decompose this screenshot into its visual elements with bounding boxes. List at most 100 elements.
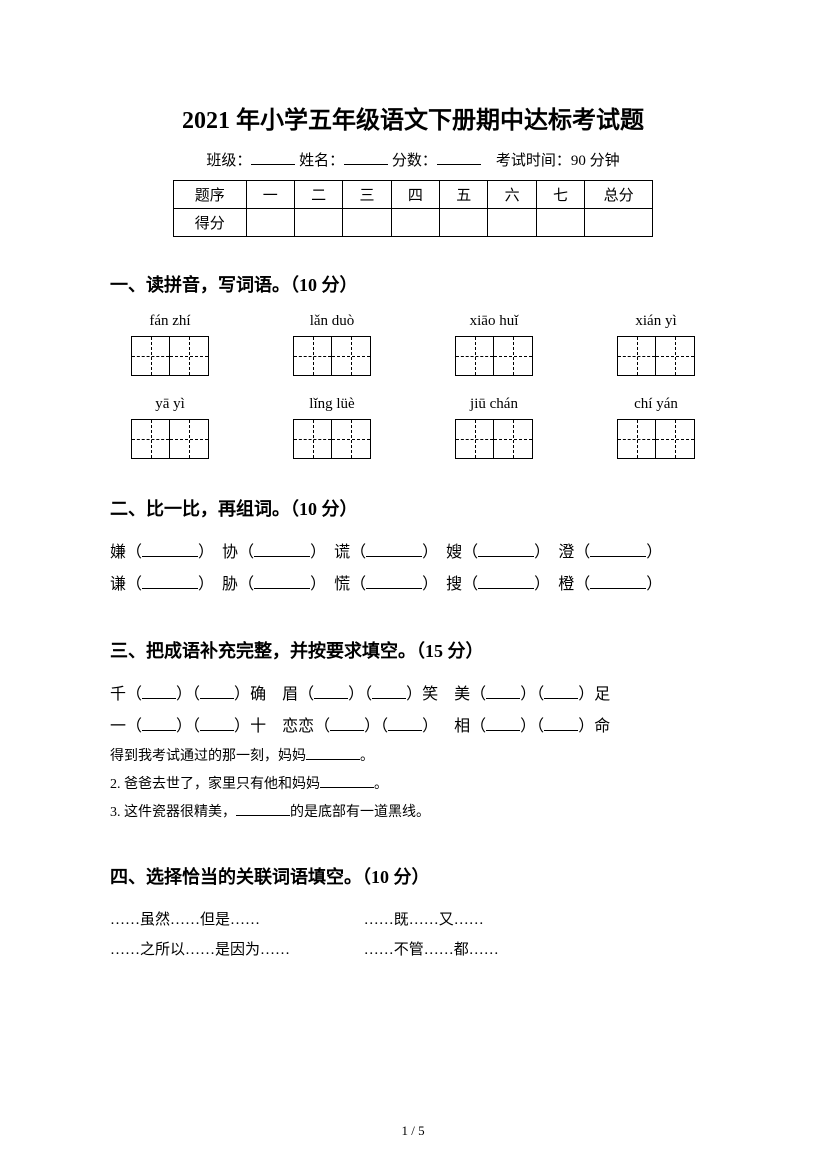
pinyin-item: jiū chán (434, 396, 554, 459)
pinyin-item: xián yì (596, 313, 716, 376)
section-4: 四、选择恰当的关联词语填空。（10 分） ……虽然……但是…… ……既……又……… (110, 863, 716, 965)
word-line-2: 谦（） 胁（） 慌（） 搜（） 橙（） (110, 569, 716, 601)
sentence-blank[interactable] (306, 759, 360, 760)
sentence-2: 2. 爸爸去世了，家里只有他和妈妈。 (110, 771, 716, 799)
idiom-blank[interactable] (330, 730, 364, 731)
sentence-text: 2. 爸爸去世了，家里只有他和妈妈 (110, 777, 320, 792)
idiom-blank[interactable] (544, 730, 578, 731)
char: 笑 (422, 686, 438, 703)
word-blank[interactable] (254, 556, 310, 557)
char: 橙 (558, 576, 574, 593)
char: 嫂 (446, 544, 462, 561)
score-cell[interactable] (343, 209, 391, 237)
char: 十 (250, 718, 266, 735)
score-blank[interactable] (437, 150, 481, 165)
sentence-1: 得到我考试通过的那一刻，妈妈 。 (110, 743, 716, 771)
idiom-blank[interactable] (372, 698, 406, 699)
col-total: 总分 (585, 181, 653, 209)
header-label: 题序 (174, 181, 247, 209)
pinyin-row-2: yā yì lǐng lüè jiū chán chí yán (110, 396, 716, 459)
word-blank[interactable] (366, 588, 422, 589)
sentence-text: 的是底部有一道黑线。 (290, 805, 430, 820)
pinyin-item: chí yán (596, 396, 716, 459)
section-2-heading: 二、比一比，再组词。（10 分） (110, 495, 716, 521)
idiom-blank[interactable] (200, 730, 234, 731)
char: 眉 (282, 686, 298, 703)
char: 确 (250, 686, 266, 703)
conj-option: ……虽然……但是…… (110, 905, 360, 935)
char: 千 (110, 686, 126, 703)
score-cell[interactable] (585, 209, 653, 237)
score-cell[interactable] (294, 209, 342, 237)
score-cell[interactable] (391, 209, 439, 237)
idiom-line-1: 千（）（）确 眉（）（）笑 美（）（）足 (110, 679, 716, 711)
idiom-blank[interactable] (314, 698, 348, 699)
conj-option: ……不管……都…… (364, 935, 614, 965)
score-cell[interactable] (536, 209, 584, 237)
pinyin-label: lǎn duò (310, 313, 355, 330)
char: 澄 (558, 544, 574, 561)
idiom-blank[interactable] (142, 698, 176, 699)
pinyin-item: lǐng lüè (272, 396, 392, 459)
word-blank[interactable] (478, 556, 534, 557)
page-title: 2021 年小学五年级语文下册期中达标考试题 (110, 100, 716, 135)
pinyin-label: fán zhí (149, 313, 190, 330)
class-blank[interactable] (251, 150, 295, 165)
word-blank[interactable] (142, 556, 198, 557)
section-1-heading: 一、读拼音，写词语。（10 分） (110, 271, 716, 297)
sentence-text: 得到我考试通过的那一刻，妈妈 (110, 749, 306, 764)
score-cell[interactable] (246, 209, 294, 237)
total-page: 5 (418, 1123, 425, 1138)
exam-info: 班级： 姓名： 分数： 考试时间：90 分钟 (110, 149, 716, 170)
conj-option: ……既……又…… (364, 905, 614, 935)
col-4: 四 (391, 181, 439, 209)
char: 搜 (446, 576, 462, 593)
section-3: 三、把成语补充完整，并按要求填空。（15 分） 千（）（）确 眉（）（）笑 美（… (110, 637, 716, 827)
idiom-blank[interactable] (200, 698, 234, 699)
char: 命 (594, 718, 610, 735)
writing-grid[interactable] (455, 419, 533, 459)
writing-grid[interactable] (617, 336, 695, 376)
name-blank[interactable] (344, 150, 388, 165)
word-blank[interactable] (142, 588, 198, 589)
sentence-blank[interactable] (320, 787, 374, 788)
word-blank[interactable] (366, 556, 422, 557)
pinyin-label: yā yì (155, 396, 185, 413)
current-page: 1 (401, 1123, 408, 1138)
page-number: 1 / 5 (0, 1123, 826, 1139)
sentence-blank[interactable] (236, 815, 290, 816)
word-blank[interactable] (254, 588, 310, 589)
word-blank[interactable] (590, 588, 646, 589)
writing-grid[interactable] (293, 336, 371, 376)
time-label: 考试时间：90 分钟 (496, 153, 620, 169)
writing-grid[interactable] (455, 336, 533, 376)
writing-grid[interactable] (293, 419, 371, 459)
col-5: 五 (440, 181, 488, 209)
word-line-1: 嫌（） 协（） 谎（） 嫂（） 澄（） (110, 537, 716, 569)
writing-grid[interactable] (617, 419, 695, 459)
char: 足 (594, 686, 610, 703)
score-cell[interactable] (440, 209, 488, 237)
score-table: 题序 一 二 三 四 五 六 七 总分 得分 (173, 180, 653, 237)
pinyin-item: fán zhí (110, 313, 230, 376)
sentence-text: 。 (360, 749, 374, 764)
name-label: 姓名： (299, 153, 344, 169)
idiom-blank[interactable] (486, 698, 520, 699)
char: 恋恋 (282, 718, 314, 735)
writing-grid[interactable] (131, 336, 209, 376)
char: 谎 (334, 544, 350, 561)
idiom-blank[interactable] (544, 698, 578, 699)
conj-option: ……之所以……是因为…… (110, 935, 360, 965)
pinyin-label: jiū chán (470, 396, 518, 413)
word-blank[interactable] (590, 556, 646, 557)
word-blank[interactable] (478, 588, 534, 589)
sentence-3: 3. 这件瓷器很精美，的是底部有一道黑线。 (110, 799, 716, 827)
idiom-blank[interactable] (142, 730, 176, 731)
conj-row-2: ……之所以……是因为…… ……不管……都…… (110, 935, 716, 965)
idiom-blank[interactable] (486, 730, 520, 731)
char: 一 (110, 718, 126, 735)
char: 协 (222, 544, 238, 561)
idiom-blank[interactable] (388, 730, 422, 731)
score-cell[interactable] (488, 209, 536, 237)
writing-grid[interactable] (131, 419, 209, 459)
